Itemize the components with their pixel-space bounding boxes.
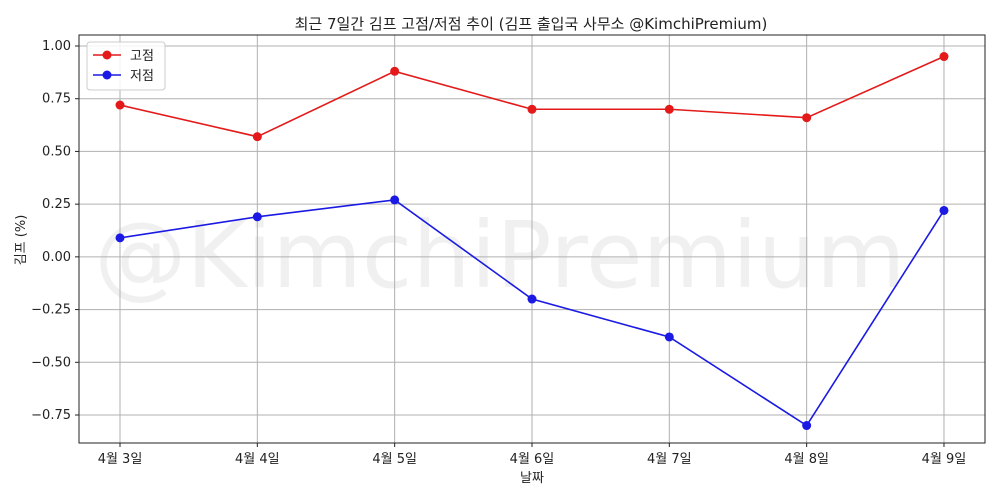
y-tick-label: 0.00 [42, 250, 71, 265]
y-tick-label: 0.25 [42, 197, 71, 212]
data-point-low [115, 233, 125, 243]
grid [79, 35, 985, 443]
data-point-high [390, 66, 400, 76]
y-axis: −0.75 −0.50 −0.25 0.00 0.25 0.50 0.75 1.00 [31, 39, 79, 423]
data-point-low [390, 195, 400, 205]
legend-marker [102, 70, 112, 80]
series-group [115, 52, 949, 431]
x-tick-label: 4월 8일 [784, 452, 829, 467]
x-tick-label: 4월 9일 [922, 452, 967, 467]
data-point-low [939, 205, 949, 215]
legend-label: 고점 [130, 49, 154, 64]
data-point-high [802, 113, 812, 123]
y-tick-label: −0.75 [31, 408, 71, 423]
data-point-high [252, 132, 262, 142]
data-point-high [939, 52, 949, 62]
x-tick-label: 4월 7일 [647, 452, 692, 467]
data-point-high [115, 100, 125, 110]
y-tick-label: 0.50 [42, 144, 71, 159]
data-point-low [527, 294, 537, 304]
y-tick-label: −0.50 [31, 355, 71, 370]
chart-title: 최근 7일간 김프 고점/저점 추이 (김프 출입국 사무소 @KimchiPr… [295, 15, 768, 33]
data-point-high [664, 104, 674, 114]
data-point-low [664, 332, 674, 342]
y-tick-label: 1.00 [42, 39, 71, 54]
x-tick-label: 4월 3일 [98, 452, 143, 467]
x-tick-label: 4월 6일 [510, 452, 555, 467]
x-tick-label: 4월 5일 [372, 452, 417, 467]
y-tick-label: 0.75 [42, 92, 71, 107]
legend-marker [102, 50, 112, 60]
legend-label: 저점 [130, 69, 154, 84]
x-axis-label: 날짜 [520, 471, 544, 486]
y-tick-label: −0.25 [31, 303, 71, 318]
y-axis-label: 김프 (%) [14, 215, 29, 266]
watermark: @KimchiPremium [94, 202, 905, 309]
data-point-high [527, 104, 537, 114]
x-tick-label: 4월 4일 [235, 452, 280, 467]
x-axis: 4월 3일 4월 4일 4월 5일 4월 6일 4월 7일 4월 8일 4월 9일 [98, 443, 967, 467]
data-point-low [252, 212, 262, 222]
data-point-low [802, 421, 812, 431]
